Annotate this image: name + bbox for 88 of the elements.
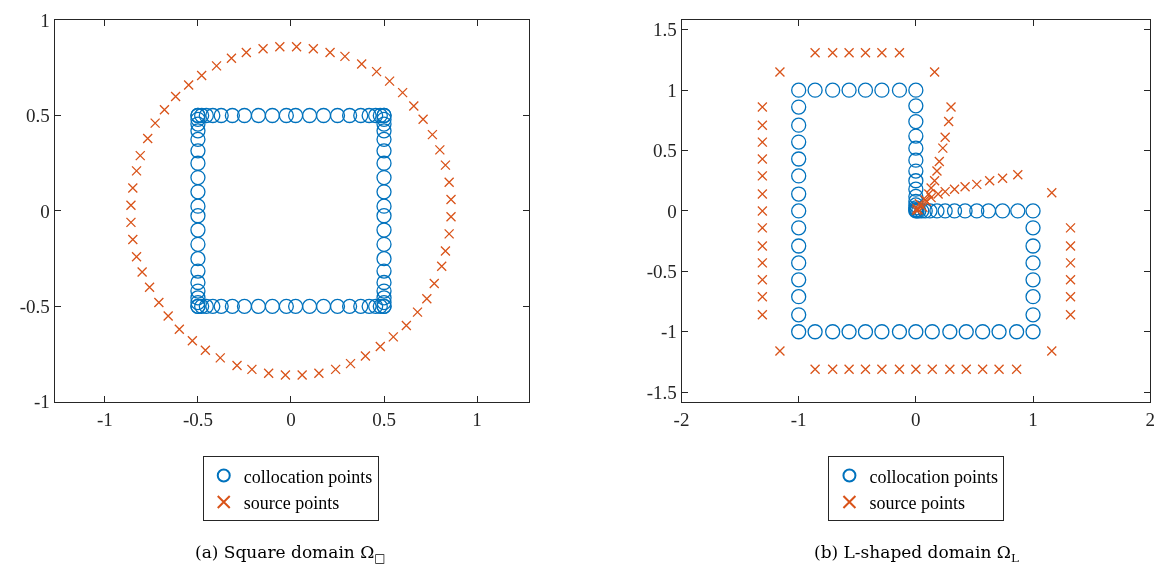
point — [330, 364, 341, 375]
point — [280, 369, 291, 381]
point — [163, 310, 174, 322]
point — [127, 234, 138, 245]
point — [135, 150, 146, 161]
point — [421, 293, 432, 304]
point — [196, 70, 207, 81]
point — [291, 41, 302, 52]
point — [263, 368, 274, 379]
x-tick-label: 0 — [286, 408, 296, 430]
x-tick-label: 0 — [911, 408, 921, 430]
legend-label: collocation points — [243, 466, 373, 487]
point — [444, 228, 455, 239]
point — [274, 41, 285, 52]
point — [345, 358, 356, 369]
point — [401, 320, 412, 331]
point — [339, 51, 351, 62]
point — [445, 211, 457, 222]
point — [412, 306, 423, 318]
x-tick-label: 1 — [472, 408, 482, 430]
point — [257, 43, 269, 54]
point — [131, 165, 142, 177]
x-tick-label: 0.5 — [372, 408, 396, 430]
point — [226, 53, 237, 64]
point — [183, 79, 194, 91]
point — [159, 104, 170, 115]
x-tick-label: 1 — [1028, 408, 1038, 430]
point — [297, 369, 308, 381]
point — [440, 159, 451, 171]
point — [427, 129, 438, 140]
point — [246, 364, 258, 375]
point — [440, 245, 451, 257]
x-tick-label: -2 — [673, 408, 690, 430]
y-tick-label: 0 — [667, 200, 677, 222]
legend-label: source points — [243, 492, 340, 513]
point — [149, 118, 161, 129]
point — [360, 350, 371, 362]
x-tick-label: -1 — [96, 408, 113, 430]
point — [384, 76, 395, 87]
point — [444, 177, 455, 188]
point — [125, 217, 137, 228]
text: (b) L-shaped domain Ω$_{L}$ — [814, 542, 1019, 565]
text: (a) Square domain Ω$_{□}$ — [195, 542, 386, 565]
point — [434, 144, 445, 156]
point — [436, 261, 447, 272]
y-tick-label: 0.5 — [26, 105, 50, 127]
y-tick-label: -1.5 — [646, 381, 677, 403]
point — [308, 43, 319, 54]
point — [324, 47, 336, 58]
y-tick-label: -0.5 — [19, 296, 50, 318]
y-tick-label: 1.5 — [652, 19, 677, 41]
point — [174, 324, 185, 335]
point — [142, 133, 153, 144]
y-tick-label: 1 — [667, 79, 677, 101]
x-tick-label: 2 — [1145, 408, 1155, 430]
point — [200, 345, 211, 356]
x-tick-label: -0.5 — [182, 408, 213, 430]
point — [241, 47, 252, 58]
point — [187, 335, 198, 346]
point — [313, 368, 325, 379]
point — [153, 297, 165, 308]
point — [397, 87, 408, 98]
y-tick-label: 0.5 — [652, 140, 677, 162]
point — [356, 58, 367, 70]
point — [417, 114, 429, 125]
point — [125, 200, 137, 211]
point — [371, 66, 382, 77]
point — [144, 282, 155, 293]
point — [211, 60, 222, 72]
point — [231, 360, 243, 371]
point — [429, 278, 440, 289]
point — [408, 100, 419, 112]
legend-label: source points — [869, 492, 965, 513]
point — [375, 341, 386, 352]
x-tick-label: -1 — [790, 408, 807, 430]
legend-label: collocation points — [869, 466, 998, 487]
y-tick-label: -0.5 — [646, 260, 677, 282]
point — [388, 331, 399, 343]
point — [215, 352, 226, 364]
y-tick-label: -1 — [660, 321, 677, 343]
point — [131, 251, 142, 262]
point — [136, 266, 148, 278]
y-tick-label: 1 — [40, 9, 50, 31]
y-tick-label: -1 — [34, 391, 50, 413]
point — [445, 194, 457, 205]
point — [127, 182, 138, 194]
point — [170, 91, 181, 102]
y-tick-label: 0 — [40, 200, 50, 222]
